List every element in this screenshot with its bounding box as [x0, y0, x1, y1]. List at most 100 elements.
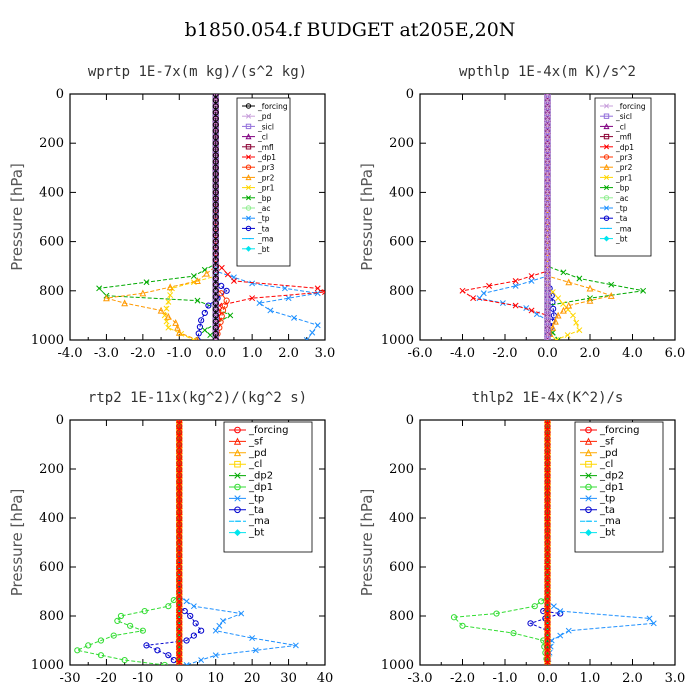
data-point: [187, 612, 194, 620]
data-point: [176, 588, 183, 595]
legend-marker: [585, 506, 592, 514]
data-point: [550, 603, 557, 610]
data-point: [557, 632, 564, 639]
data-area: [96, 94, 325, 340]
y-tick-label: 400: [389, 511, 414, 526]
legend-entry-label: _bt: [599, 528, 615, 539]
legend-entry-label: _forcing: [257, 102, 288, 111]
data-point: [198, 627, 205, 634]
data-point: [117, 612, 125, 620]
data-point: [544, 447, 551, 454]
data-point: [544, 557, 551, 564]
data-point: [218, 282, 225, 289]
legend-entry-label: _dp2: [599, 471, 624, 482]
legend-marker: [585, 472, 592, 479]
data-point: [212, 121, 219, 128]
data-point: [220, 617, 226, 624]
series-ta: [143, 420, 205, 665]
series-forcing: [544, 94, 551, 340]
data-point: [510, 630, 517, 637]
legend-marker: [245, 185, 252, 191]
legend-marker: [233, 529, 242, 537]
data-point: [212, 232, 219, 239]
data-point: [212, 195, 219, 202]
data-point: [544, 183, 551, 190]
data-point: [544, 134, 551, 141]
data-point: [212, 152, 219, 159]
data-point: [291, 314, 297, 321]
data-point: [544, 324, 551, 331]
series-forcing: [176, 420, 183, 665]
y-axis-label: Pressure [hPa]: [8, 163, 26, 271]
data-point: [493, 610, 500, 617]
data-point: [285, 295, 292, 302]
x-tick-label: -1.0: [167, 346, 192, 361]
legend-marker: [603, 185, 610, 191]
legend-marker: [603, 154, 610, 160]
series-forcing: [544, 420, 551, 665]
legend-entry-label: _cl: [615, 122, 626, 131]
legend-entry-label: _cl: [257, 133, 268, 142]
data-point: [544, 312, 551, 319]
data-point: [565, 278, 573, 286]
data-point: [544, 661, 551, 665]
data-point: [544, 214, 551, 220]
series-dp1: [450, 420, 551, 665]
data-point: [176, 594, 183, 601]
legend-entry-label: _sicl: [615, 112, 632, 121]
data-point: [544, 115, 551, 122]
data-point: [212, 158, 219, 165]
legend-entry-label: _pd: [248, 448, 267, 459]
data-point: [176, 557, 183, 564]
legend-entry-label: _forcing: [599, 425, 640, 436]
data-point: [183, 637, 190, 644]
data-point: [212, 324, 219, 331]
data-point: [212, 94, 219, 98]
y-tick-label: 400: [39, 185, 64, 200]
legend-marker: [245, 205, 252, 211]
data-point: [176, 441, 183, 448]
data-point: [544, 582, 551, 589]
legend-entry-label: _dp1: [248, 482, 273, 493]
data-point: [212, 256, 219, 264]
y-tick-label: 200: [389, 462, 414, 477]
legend-marker: [234, 506, 241, 514]
data-point: [554, 311, 562, 319]
data-point: [212, 133, 219, 141]
data-point: [544, 600, 551, 607]
data-point: [194, 277, 201, 285]
legend-marker: [234, 472, 241, 479]
x-tick-label: 2.0: [622, 671, 643, 686]
legend-marker: [603, 133, 610, 140]
y-tick-label: 600: [389, 235, 414, 250]
data-point: [544, 502, 551, 509]
y-tick-label: 1000: [381, 658, 414, 673]
data-point: [544, 244, 551, 251]
data-point: [292, 642, 299, 649]
x-tick-label: 1.0: [580, 671, 601, 686]
y-tick-label: 200: [39, 136, 64, 151]
data-point: [557, 608, 564, 615]
data-point: [212, 627, 219, 634]
data-point: [218, 264, 225, 271]
data-point: [212, 213, 219, 221]
legend-entry-label: _cl: [248, 459, 262, 470]
data-point: [205, 302, 212, 309]
legend: _forcing_sf_pd_cl_dp2_dp1_tp_ta_ma_bt: [223, 421, 313, 553]
data-point: [103, 294, 110, 302]
chart-panel-1: wpthlp 1E-4x(m K)/s^2 Pressure [hPa] -6.0 -…: [358, 64, 685, 361]
legend-entry-label: _ma: [599, 516, 621, 527]
data-point: [212, 318, 219, 325]
data-point: [544, 441, 551, 448]
legend-marker: [603, 144, 610, 150]
y-tick-label: 600: [39, 560, 64, 575]
data-point: [544, 263, 551, 270]
data-point: [227, 312, 234, 319]
data-point: [549, 289, 556, 295]
data-point: [166, 283, 174, 291]
x-tick-label: 1.0: [242, 346, 263, 361]
x-tick-label: 2.0: [278, 346, 299, 361]
data-point: [544, 152, 551, 159]
data-point: [212, 220, 219, 227]
data-point: [544, 521, 551, 528]
